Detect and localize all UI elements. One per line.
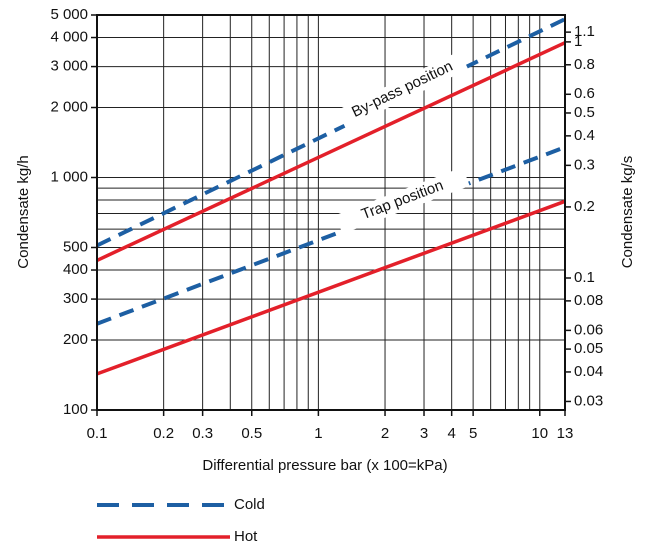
x-tick-label: 0.3 bbox=[192, 425, 213, 442]
y-tick-label: 5 000 bbox=[50, 6, 88, 23]
y-tick-label: 2 000 bbox=[50, 98, 88, 115]
y-tick-label: 3 000 bbox=[50, 58, 88, 75]
y2-tick-label: 0.1 bbox=[574, 269, 595, 286]
x-tick-label: 2 bbox=[381, 425, 389, 442]
y2-tick-label: 0.03 bbox=[574, 392, 603, 409]
legend-label: Hot bbox=[234, 528, 258, 545]
x-tick-label: 0.1 bbox=[87, 425, 108, 442]
x-tick-label: 10 bbox=[531, 425, 548, 442]
x-tick-label: 13 bbox=[557, 425, 574, 442]
x-tick-label: 3 bbox=[420, 425, 428, 442]
y2-tick-label: 0.8 bbox=[574, 56, 595, 73]
y2-tick-label: 0.5 bbox=[574, 104, 595, 121]
y2-tick-label: 0.3 bbox=[574, 156, 595, 173]
y2-axis-label: Condensate kg/s bbox=[619, 156, 636, 269]
y-tick-label: 4 000 bbox=[50, 28, 88, 45]
x-tick-label: 0.5 bbox=[241, 425, 262, 442]
y2-tick-label: 0.4 bbox=[574, 127, 595, 144]
y-tick-label: 1 000 bbox=[50, 168, 88, 185]
y-tick-label: 200 bbox=[63, 331, 88, 348]
y-axis-label: Condensate kg/h bbox=[15, 155, 32, 268]
y2-tick-label: 0.04 bbox=[574, 363, 603, 380]
x-tick-label: 0.2 bbox=[153, 425, 174, 442]
y2-tick-label: 0.08 bbox=[574, 292, 603, 309]
y2-tick-label: 0.06 bbox=[574, 321, 603, 338]
y2-tick-label: 0.6 bbox=[574, 85, 595, 102]
y-tick-label: 100 bbox=[63, 401, 88, 418]
data-line bbox=[96, 41, 566, 262]
y2-tick-label: 0.05 bbox=[574, 340, 603, 357]
x-axis-label: Differential pressure bar (x 100=kPa) bbox=[202, 457, 447, 474]
x-tick-label: 5 bbox=[469, 425, 477, 442]
y2-tick-label: 1.1 bbox=[574, 23, 595, 40]
legend-label: Cold bbox=[234, 496, 265, 513]
y2-tick-label: 1 bbox=[574, 33, 582, 50]
y-tick-label: 400 bbox=[63, 261, 88, 278]
data-line bbox=[96, 17, 566, 248]
x-tick-label: 4 bbox=[448, 425, 456, 442]
y-tick-label: 300 bbox=[63, 290, 88, 307]
annotation: By-pass position bbox=[349, 58, 455, 121]
data-line bbox=[96, 199, 566, 376]
annotation-background bbox=[336, 51, 469, 129]
y-tick-label: 500 bbox=[63, 238, 88, 255]
y2-tick-label: 0.2 bbox=[574, 198, 595, 215]
x-tick-label: 1 bbox=[314, 425, 322, 442]
data-line bbox=[96, 145, 566, 326]
annotation-background bbox=[335, 167, 470, 234]
plot-frame bbox=[96, 14, 566, 411]
